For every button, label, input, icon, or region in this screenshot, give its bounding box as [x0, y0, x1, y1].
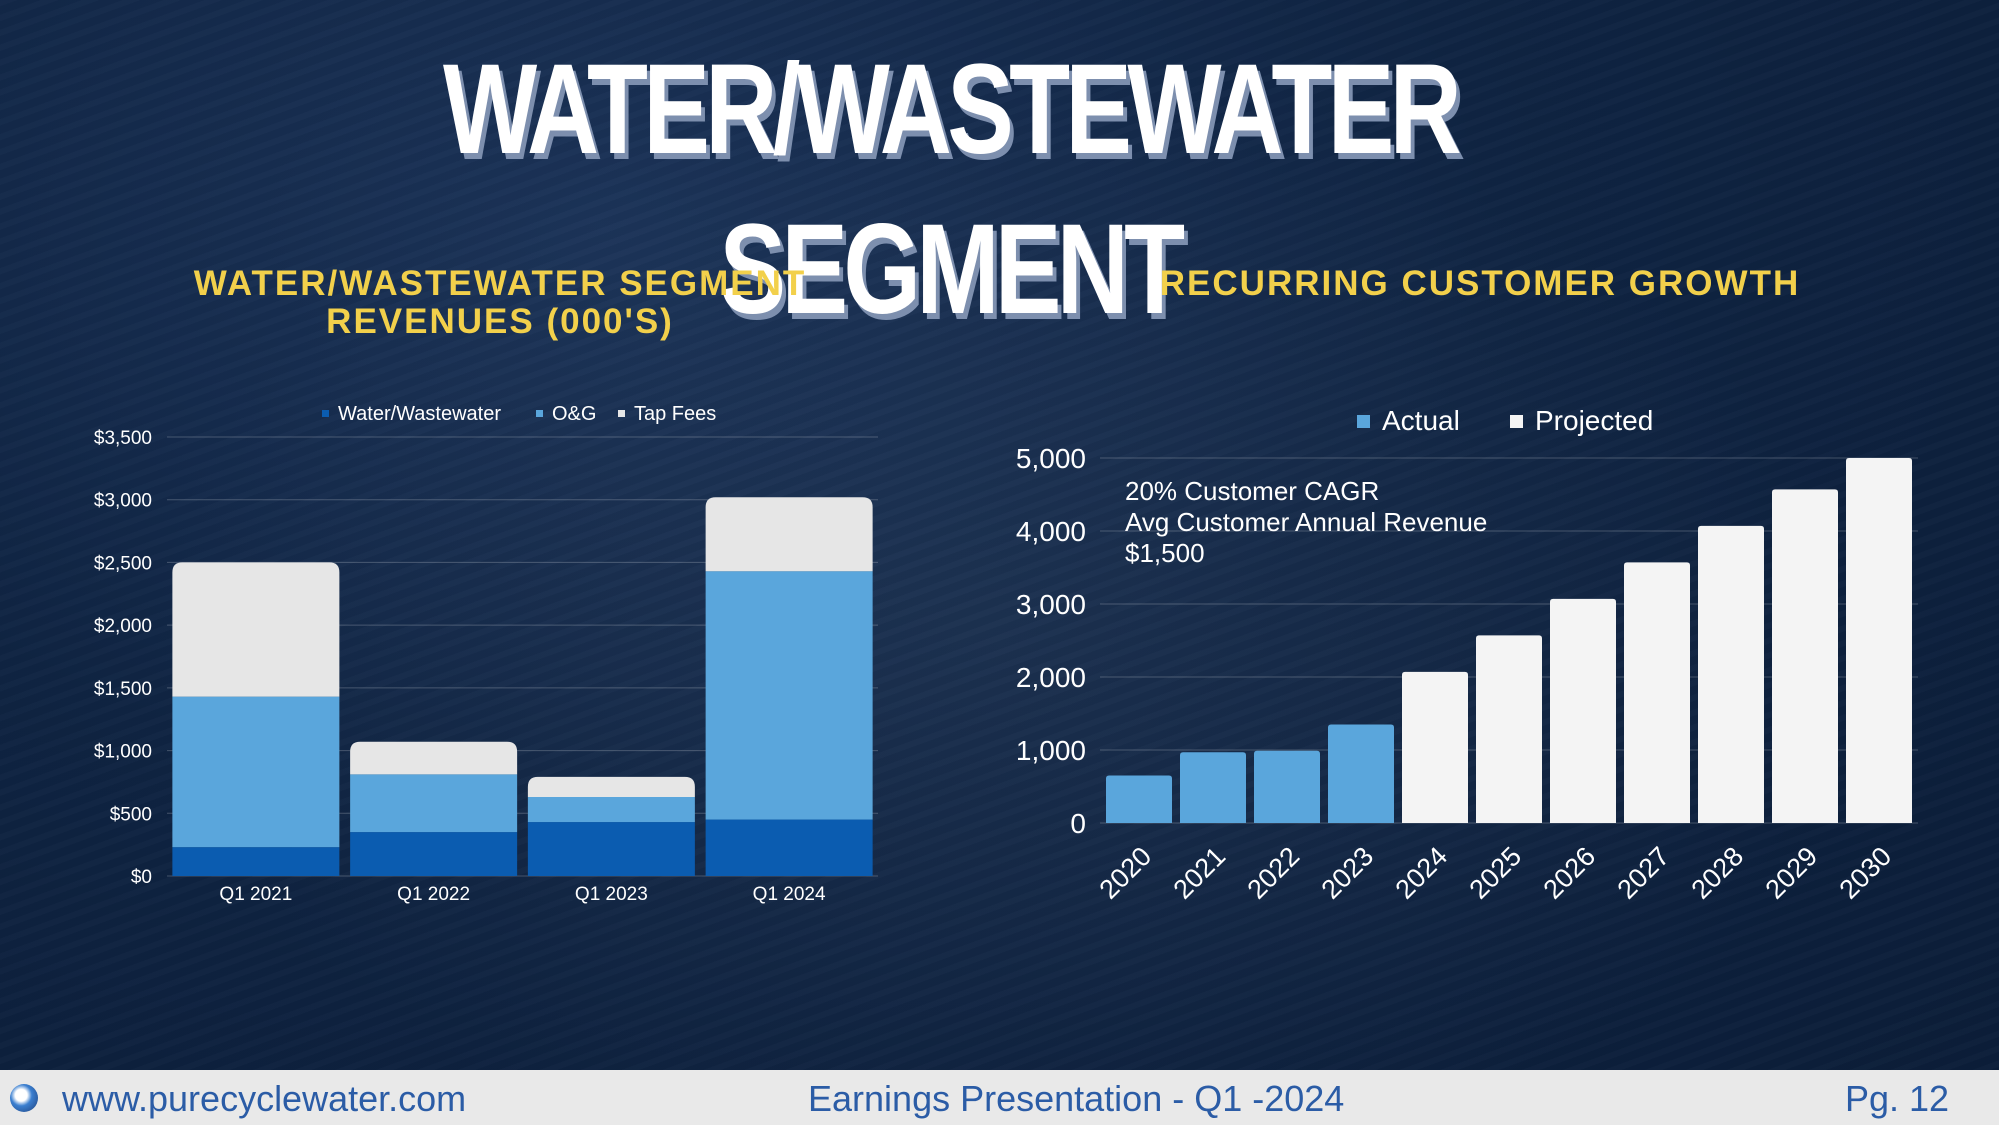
right-xtick-label: 2025 [1464, 841, 1528, 905]
right-bar-2029 [1772, 489, 1838, 823]
left-bar-tap-fees [705, 497, 873, 572]
right-legend-swatch [1510, 415, 1523, 428]
footer-url[interactable]: www.purecyclewater.com [62, 1078, 467, 1119]
right-legend-swatch [1357, 415, 1370, 428]
left-bar-tap-fees [172, 562, 340, 697]
right-bar-2026 [1550, 598, 1616, 823]
left-bar-water-wastewater [350, 832, 518, 876]
right-ytick-label: 4,000 [1016, 516, 1086, 547]
left-xtick-label: Q1 2023 [575, 884, 648, 905]
left-bar-water-wastewater [172, 847, 340, 876]
right-xtick-label: 2021 [1168, 841, 1232, 905]
right-xtick-label: 2028 [1686, 841, 1750, 905]
background [0, 0, 1999, 1070]
left-chart-title-line2: REVENUES (000'S) [326, 302, 674, 341]
right-xtick-label: 2024 [1390, 841, 1454, 905]
right-bar-2024 [1402, 671, 1468, 823]
left-ytick-label: $0 [131, 867, 152, 888]
left-ytick-label: $500 [110, 804, 152, 825]
left-bar-water-wastewater [527, 822, 695, 876]
right-bar-2025 [1476, 635, 1542, 823]
right-ytick-label: 3,000 [1016, 589, 1086, 620]
right-chart-title: RECURRING CUSTOMER GROWTH [1159, 264, 1801, 303]
left-ytick-label: $3,000 [94, 491, 152, 512]
left-bar-water-wastewater [705, 819, 873, 876]
right-bar-2022 [1254, 750, 1320, 823]
left-bar-tap-fees [350, 741, 518, 775]
right-ytick-label: 5,000 [1016, 443, 1086, 474]
footer: www.purecyclewater.com Earnings Presenta… [0, 1070, 1999, 1125]
left-ytick-label: $2,000 [94, 616, 152, 637]
right-xtick-label: 2020 [1094, 841, 1158, 905]
left-xtick-label: Q1 2024 [753, 884, 826, 905]
left-chart-title: WATER/WASTEWATER SEGMENT REVENUES (000'S… [160, 265, 840, 341]
left-bar-o-g [527, 796, 695, 823]
footer-page-number: Pg. 12 [1845, 1078, 1950, 1119]
left-ytick-label: $1,000 [94, 742, 152, 763]
left-bar-o-g [705, 571, 873, 820]
right-xtick-label: 2023 [1316, 841, 1380, 905]
right-xtick-label: 2026 [1538, 841, 1602, 905]
right-legend-label: Actual [1382, 405, 1460, 436]
right-bar-2023 [1328, 724, 1394, 823]
left-legend-label: Water/Wastewater [338, 403, 501, 425]
right-bar-2028 [1698, 525, 1764, 823]
right-annotation-line: 20% Customer CAGR [1125, 476, 1379, 506]
left-legend-swatch [618, 410, 625, 417]
right-xtick-label: 2029 [1760, 841, 1824, 905]
left-ytick-label: $2,500 [94, 553, 152, 574]
right-xtick-label: 2030 [1834, 841, 1898, 905]
right-ytick-label: 1,000 [1016, 735, 1086, 766]
right-xtick-label: 2022 [1242, 841, 1306, 905]
left-chart-title-line1: WATER/WASTEWATER SEGMENT [193, 264, 807, 303]
left-legend-label: Tap Fees [634, 403, 716, 425]
page-title: WATER/WASTEWATER SEGMENT [442, 38, 1462, 341]
right-legend-label: Projected [1535, 405, 1653, 436]
footer-presentation: Earnings Presentation - Q1 -2024 [808, 1078, 1345, 1119]
left-xtick-label: Q1 2021 [219, 884, 292, 905]
left-bar-o-g [350, 774, 518, 833]
left-bar-o-g [172, 696, 340, 848]
left-ytick-label: $1,500 [94, 679, 152, 700]
right-annotation-line: $1,500 [1125, 538, 1205, 568]
right-xtick-label: 2027 [1612, 841, 1676, 905]
left-ytick-label: $3,500 [94, 428, 152, 449]
charts-canvas: $0 $500 $1,000 $1,500 $2,000 $2,500 $3,000 $3,5… [94, 403, 1912, 905]
left-bar-tap-fees [527, 776, 695, 797]
right-ytick-label: 0 [1070, 808, 1086, 839]
left-legend-swatch [536, 410, 543, 417]
purecycle-logo-icon [10, 1084, 38, 1112]
left-xtick-label: Q1 2022 [397, 884, 470, 905]
right-ytick-label: 2,000 [1016, 662, 1086, 693]
left-legend-swatch [322, 410, 329, 417]
right-annotation-line: Avg Customer Annual Revenue [1125, 507, 1487, 537]
left-legend-label: O&G [552, 403, 596, 425]
right-bar-2027 [1624, 562, 1690, 823]
right-bar-2030 [1846, 458, 1912, 823]
right-bar-2021 [1180, 752, 1246, 823]
right-bar-2020 [1106, 775, 1172, 823]
